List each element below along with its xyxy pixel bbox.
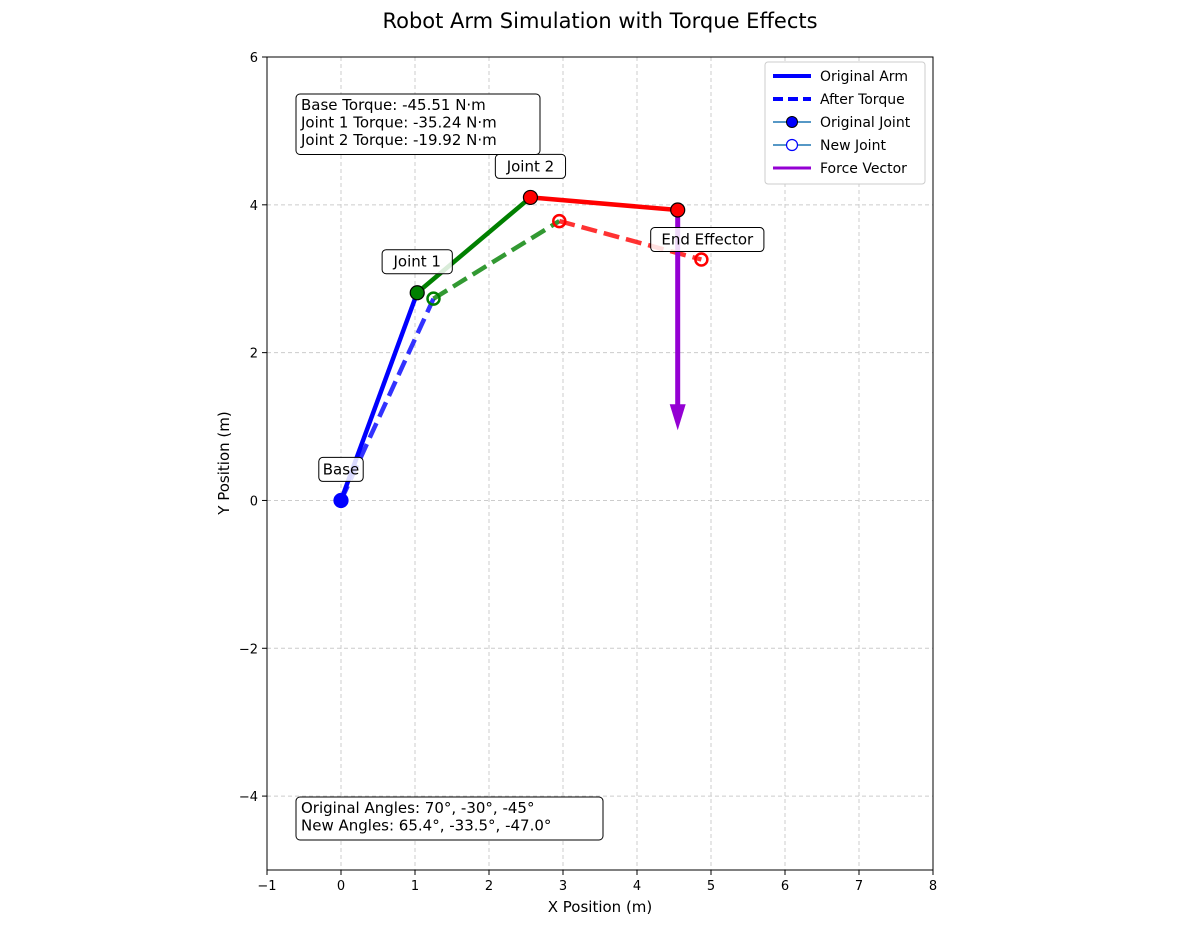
chart-title: Robot Arm Simulation with Torque Effects bbox=[382, 9, 817, 33]
legend: Original Arm After Torque Original Joint Ne… bbox=[764, 61, 926, 185]
angles-info-line: New Angles: 65.4°, -33.5°, -47.0° bbox=[301, 817, 551, 835]
y-tick-label: 0 bbox=[250, 494, 258, 509]
new-joint-marker bbox=[694, 252, 709, 267]
torque-info-line: Joint 2 Torque: -19.92 N·m bbox=[300, 131, 497, 149]
original-arm-segment bbox=[530, 195, 678, 213]
original-joint-marker bbox=[670, 202, 686, 218]
y-tick-label: 6 bbox=[250, 51, 258, 66]
torque-info-line: Base Torque: -45.51 N·m bbox=[301, 96, 486, 114]
point-label: End Effector bbox=[661, 231, 754, 249]
legend-entry-label: Force Vector bbox=[820, 161, 907, 177]
point-label-box bbox=[318, 456, 364, 482]
original-arm-segment bbox=[415, 195, 532, 295]
y-tick-label: 2 bbox=[250, 347, 258, 362]
x-tick-label: 0 bbox=[337, 879, 345, 894]
x-tick-label: 7 bbox=[855, 879, 863, 894]
y-tick-label: −4 bbox=[239, 790, 258, 805]
x-axis-label: X Position (m) bbox=[548, 898, 653, 916]
original-joint-marker bbox=[333, 492, 349, 509]
point-label-box bbox=[381, 249, 453, 275]
new-joint-marker bbox=[552, 213, 567, 229]
point-label: Base bbox=[323, 460, 360, 478]
angles-info-line: Original Angles: 70°, -30°, -45° bbox=[301, 799, 534, 817]
y-axis-label: Y Position (m) bbox=[215, 411, 233, 515]
new-joint-marker bbox=[426, 291, 441, 306]
plot-frame bbox=[266, 56, 934, 871]
legend-swatch-marker bbox=[786, 116, 798, 128]
legend-entry-label: New Joint bbox=[820, 138, 886, 154]
x-tick-label: 3 bbox=[559, 879, 567, 894]
legend-entry-label: Original Arm bbox=[820, 69, 908, 85]
x-tick-label: 5 bbox=[707, 879, 715, 894]
legend-box bbox=[764, 61, 926, 185]
angles-info-box bbox=[295, 796, 604, 841]
y-tick-label: 4 bbox=[250, 199, 258, 214]
x-tick-label: 6 bbox=[781, 879, 789, 894]
annotations: Base Joint 1 Joint 2 End Effector Base Torqu… bbox=[295, 93, 765, 841]
x-tick-label: 2 bbox=[485, 879, 493, 894]
y-tick-label: −2 bbox=[239, 642, 258, 657]
point-label: Joint 1 bbox=[392, 253, 440, 271]
x-tick-label: 1 bbox=[411, 879, 419, 894]
torque-info-line: Joint 1 Torque: -35.24 N·m bbox=[300, 114, 497, 132]
x-tick-label: −1 bbox=[257, 879, 276, 894]
axes: −1 0 1 2 3 4 5 6 7 8 −4 −2 0 2 4 6 bbox=[239, 51, 937, 894]
x-tick-label: 8 bbox=[929, 879, 937, 894]
legend-swatch-marker bbox=[785, 138, 799, 152]
force-vector-head bbox=[669, 404, 686, 431]
legend-entry-label: Original Joint bbox=[820, 115, 911, 131]
after-torque-segment bbox=[432, 219, 561, 301]
torque-info-box bbox=[295, 93, 541, 155]
original-joint-marker bbox=[409, 285, 425, 301]
legend-entry-label: After Torque bbox=[820, 92, 905, 108]
x-tick-label: 4 bbox=[633, 879, 641, 894]
point-label: Joint 2 bbox=[506, 157, 554, 175]
point-label-box bbox=[650, 227, 765, 253]
original-joint-marker bbox=[522, 189, 539, 206]
